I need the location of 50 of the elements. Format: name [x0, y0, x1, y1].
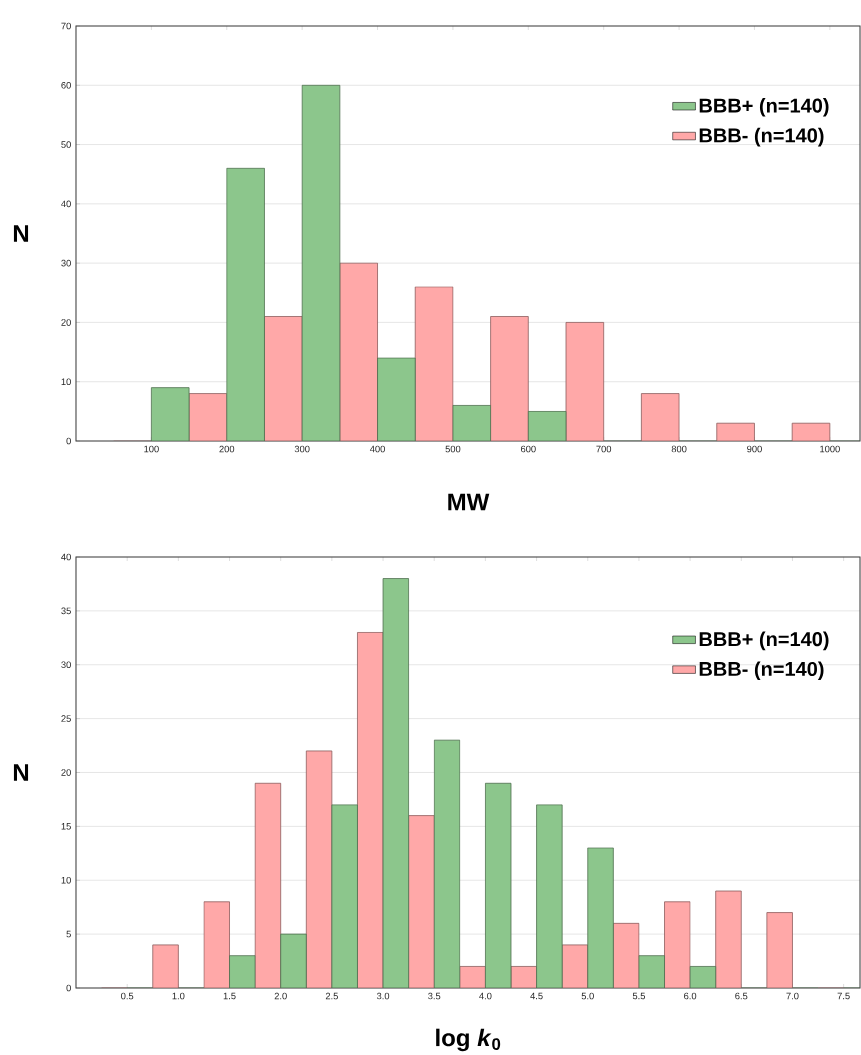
y-tick-label: 25 — [61, 715, 71, 722]
x-tick-label: 5.0 — [581, 992, 594, 1000]
x-tick-label: 600 — [521, 445, 536, 453]
x-tick-label: 900 — [747, 445, 762, 453]
x-tick-label: 200 — [219, 445, 235, 453]
x-tick-label: 700 — [596, 445, 612, 453]
y-axis-title: N — [13, 764, 29, 781]
x-tick-label: 300 — [294, 445, 310, 453]
y-tick-label: 30 — [61, 259, 71, 267]
x-tick-label: 7.0 — [786, 992, 799, 1000]
y-tick-label: 20 — [61, 769, 71, 776]
y-tick-label: 60 — [61, 81, 71, 89]
y-tick-label: 10 — [61, 378, 71, 385]
x-tick-label: 0.5 — [121, 992, 134, 1000]
y-tick-label: 40 — [61, 553, 71, 561]
x-tick-label: 1000 — [820, 445, 840, 453]
y-tick-label: 5 — [66, 930, 71, 938]
x-tick-label: 3.5 — [428, 992, 441, 1000]
y-tick-label: 30 — [61, 661, 71, 669]
y-tick-label: 40 — [61, 200, 71, 208]
x-axis-title: MW — [448, 493, 490, 511]
x-tick-label: 1.0 — [172, 992, 185, 1000]
y-tick-label: 0 — [66, 437, 71, 445]
x-tick-label: 7.5 — [837, 992, 850, 1000]
x-tick-label: 2.5 — [325, 992, 338, 1000]
x-tick-label: 6.0 — [684, 992, 697, 1000]
x-tick-label: 6.5 — [735, 992, 748, 1000]
x-axis-title: log k$_{0}$ — [436, 1028, 501, 1052]
x-tick-label: 1.5 — [223, 992, 236, 1000]
y-tick-label: 70 — [61, 22, 71, 30]
x-tick-label: 3.0 — [376, 992, 390, 1000]
y-tick-label: 50 — [61, 141, 71, 148]
y-tick-label: 35 — [61, 607, 71, 615]
x-tick-label: 2.0 — [274, 992, 287, 1000]
y-axis-title: N — [13, 225, 29, 242]
legend-label: BBB- (n=140) — [699, 127, 824, 147]
y-tick-label: 20 — [61, 319, 71, 326]
legend-label: BBB- (n=140) — [699, 661, 824, 681]
x-tick-label: 800 — [671, 445, 687, 453]
x-tick-label: 5.5 — [632, 992, 646, 1000]
x-tick-label: 400 — [369, 445, 385, 453]
y-tick-label: 0 — [66, 984, 71, 992]
x-tick-label: 4.5 — [530, 992, 543, 1000]
x-tick-label: 4.0 — [479, 992, 492, 1000]
legend-label: BBB+ (n=140) — [699, 631, 829, 651]
x-tick-label: 100 — [144, 445, 159, 453]
legend-label: BBB+ (n=140) — [699, 97, 829, 117]
x-tick-label: 500 — [445, 445, 461, 453]
y-tick-label: 15 — [61, 823, 71, 830]
y-tick-label: 10 — [61, 876, 71, 884]
